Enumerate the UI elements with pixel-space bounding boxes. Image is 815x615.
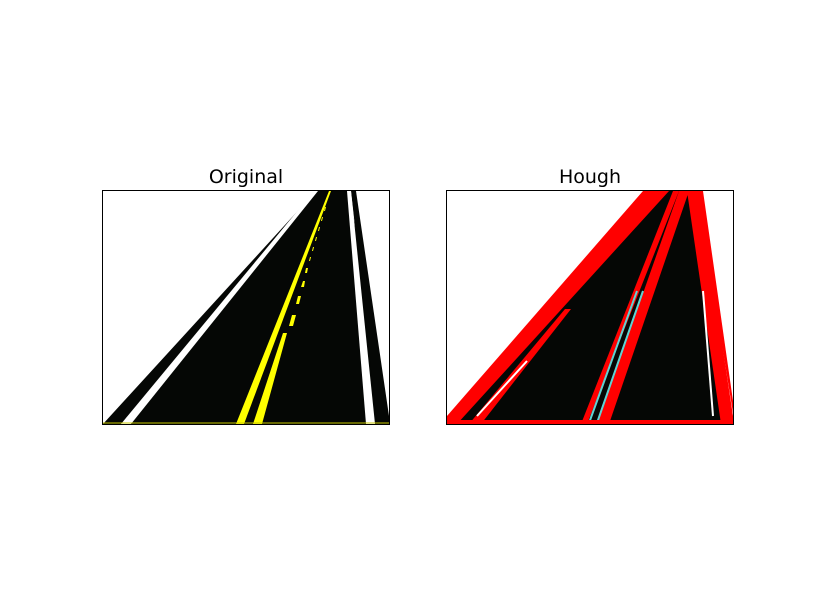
white-line-fragment	[476, 360, 528, 417]
original-image-panel	[102, 190, 390, 425]
yellow-dash	[305, 268, 308, 273]
hough-line-bottom	[447, 420, 733, 424]
yellow-dash	[312, 247, 314, 251]
yellow-center-line-solid	[236, 191, 331, 424]
right-shoulder	[351, 191, 389, 424]
yellow-dash	[324, 207, 326, 211]
hough-line-right-outer	[687, 191, 733, 424]
yellow-dash	[289, 315, 296, 326]
cyan-line-fragment	[588, 290, 638, 424]
hough-road-image	[447, 191, 733, 424]
cyan-line-fragment	[596, 290, 644, 424]
yellow-dash	[296, 296, 301, 304]
hough-line-left-outer	[447, 191, 669, 424]
hough-line-left-inner	[469, 309, 571, 424]
yellow-dash	[318, 227, 320, 231]
hough-line-right-edge	[697, 191, 733, 413]
yellow-dash	[315, 237, 317, 241]
yellow-dash	[321, 217, 323, 221]
hough-image-panel	[446, 190, 734, 425]
yellow-center-line-dash-long	[253, 333, 287, 424]
panel-title-original: Original	[208, 166, 284, 188]
yellow-dash	[309, 257, 311, 261]
white-line-fragment	[702, 290, 714, 417]
right-white-line	[347, 191, 375, 424]
panel-title-hough: Hough	[558, 166, 622, 188]
left-white-line	[121, 191, 318, 424]
hough-line-center-right	[597, 191, 689, 424]
yellow-dash	[301, 281, 305, 287]
original-road-image	[103, 191, 389, 424]
